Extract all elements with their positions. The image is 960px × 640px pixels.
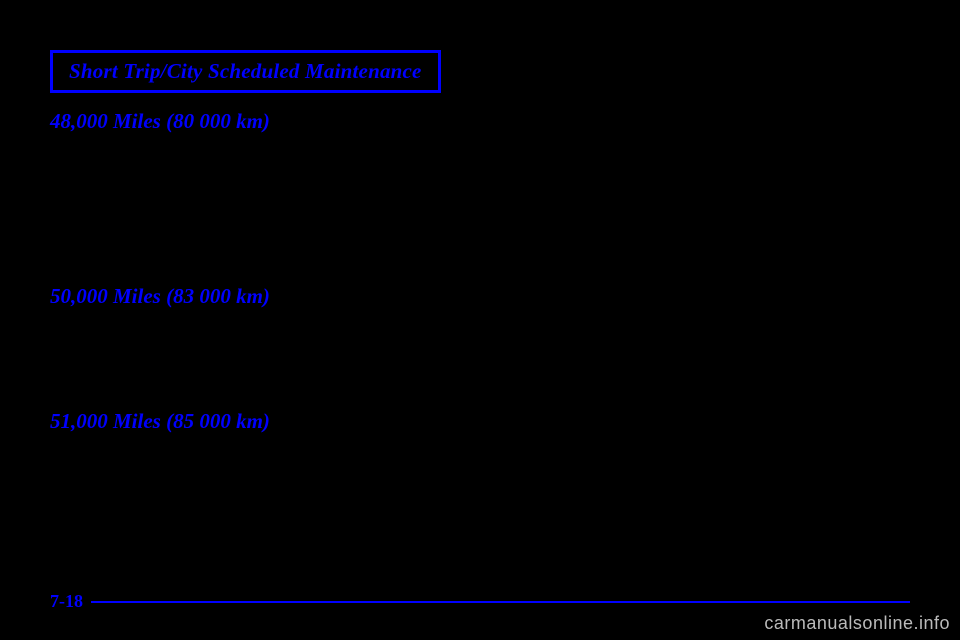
mileage-heading-51000: 51,000 Miles (85 000 km) bbox=[50, 409, 910, 434]
page-number: 7-18 bbox=[50, 591, 83, 612]
header-title: Short Trip/City Scheduled Maintenance bbox=[69, 59, 422, 83]
mileage-heading-50000: 50,000 Miles (83 000 km) bbox=[50, 284, 910, 309]
manual-page: Short Trip/City Scheduled Maintenance 48… bbox=[0, 0, 960, 640]
footer-rule bbox=[91, 601, 910, 603]
mileage-heading-48000: 48,000 Miles (80 000 km) bbox=[50, 109, 910, 134]
page-footer: 7-18 bbox=[50, 591, 910, 612]
header-box: Short Trip/City Scheduled Maintenance bbox=[50, 50, 441, 93]
watermark-text: carmanualsonline.info bbox=[764, 613, 950, 634]
